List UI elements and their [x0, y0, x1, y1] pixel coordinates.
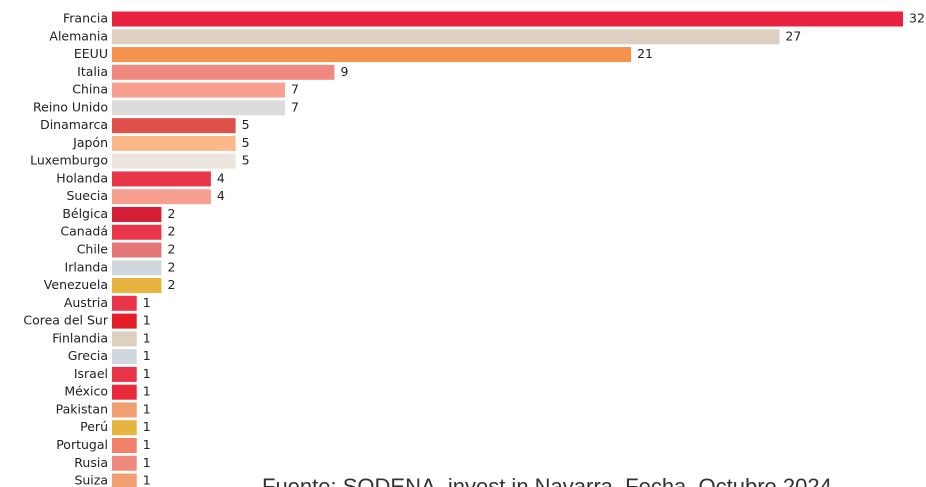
bar [112, 189, 211, 205]
y-tick-label: Suecia [66, 188, 108, 203]
value-label: 4 [217, 188, 225, 203]
bar [112, 224, 162, 240]
y-tick-label: Israel [74, 366, 108, 381]
value-label: 2 [167, 224, 175, 239]
value-label: 2 [167, 206, 175, 221]
y-tick-label: Venezuela [44, 277, 108, 292]
value-label: 7 [291, 99, 299, 114]
bar [112, 82, 286, 98]
y-tick-label: Luxemburgo [30, 153, 108, 168]
value-label: 27 [785, 28, 801, 43]
bar [112, 402, 137, 418]
value-label: 7 [291, 82, 299, 97]
bar [112, 153, 236, 169]
value-label: 1 [143, 437, 151, 452]
value-label: 1 [143, 313, 151, 328]
y-tick-label: Italia [77, 64, 108, 79]
bar [112, 260, 162, 276]
bar [112, 313, 137, 329]
y-tick-label: Alemania [49, 28, 108, 43]
value-label: 2 [167, 277, 175, 292]
bar [112, 455, 137, 471]
bar [112, 206, 162, 222]
bar [112, 331, 137, 347]
value-label: 1 [143, 419, 151, 434]
y-tick-label: Holanda [56, 170, 108, 185]
value-label: 1 [143, 384, 151, 399]
value-label: 32 [909, 11, 925, 26]
bar [112, 366, 137, 382]
bar [112, 295, 137, 311]
y-tick-label: Reino Unido [33, 99, 108, 114]
y-tick-label: Grecia [68, 348, 108, 363]
value-label: 2 [167, 259, 175, 274]
bar [112, 278, 162, 294]
source-note: Fuente: SODENA, invest in Navarra. Fecha… [262, 474, 832, 487]
y-tick-label: Irlanda [65, 259, 108, 274]
y-tick-label: Bélgica [62, 206, 108, 221]
bar [112, 473, 137, 487]
value-label: 2 [167, 242, 175, 257]
bar [112, 349, 137, 365]
y-tick-label: Francia [63, 11, 108, 26]
value-label: 1 [143, 366, 151, 381]
value-label: 5 [242, 117, 250, 132]
value-label: 1 [143, 473, 151, 487]
value-label: 1 [143, 295, 151, 310]
value-label: 1 [143, 401, 151, 416]
bar [112, 47, 632, 63]
bar [112, 384, 137, 400]
bar [112, 100, 286, 116]
bar [112, 64, 335, 80]
bar [112, 11, 903, 27]
value-label: 4 [217, 170, 225, 185]
y-tick-label: Pakistan [56, 401, 108, 416]
bar [112, 135, 236, 151]
value-label: 1 [143, 455, 151, 470]
y-tick-label: Chile [77, 242, 109, 257]
y-tick-label: China [72, 82, 108, 97]
y-tick-label: México [64, 384, 108, 399]
y-tick-label: Portugal [56, 437, 108, 452]
y-tick-label: Perú [80, 419, 108, 434]
y-tick-label: Rusia [74, 455, 108, 470]
bar [112, 242, 162, 258]
y-tick-label: EEUU [74, 46, 108, 61]
bar [112, 420, 137, 436]
bar [112, 437, 137, 453]
y-tick-label: Canadá [60, 224, 108, 239]
value-label: 9 [340, 64, 348, 79]
value-label: 5 [242, 153, 250, 168]
value-label: 21 [637, 46, 653, 61]
value-label: 1 [143, 348, 151, 363]
y-tick-label: Finlandia [52, 330, 108, 345]
y-tick-label: Dinamarca [40, 117, 108, 132]
value-label: 5 [242, 135, 250, 150]
y-tick-label: Suiza [74, 473, 108, 487]
bar [112, 29, 780, 45]
value-label: 1 [143, 330, 151, 345]
y-tick-label: Austria [64, 295, 108, 310]
y-tick-label: Japón [72, 135, 108, 150]
bar [112, 171, 211, 187]
bar [112, 118, 236, 134]
y-tick-label: Corea del Sur [23, 313, 108, 328]
